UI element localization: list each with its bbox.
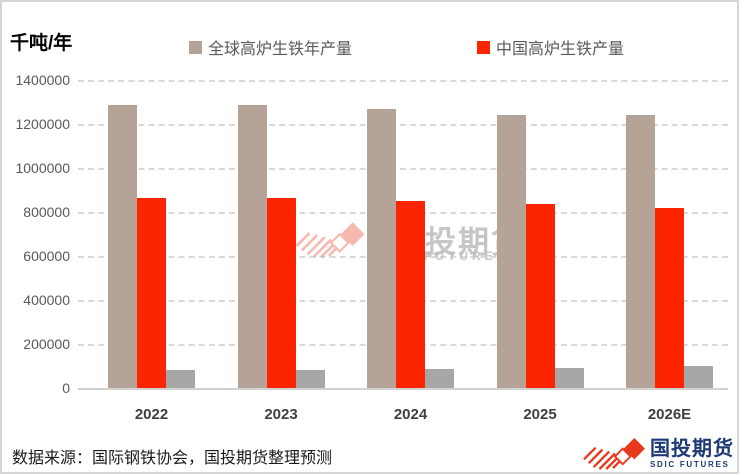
bar-global-2023	[237, 105, 267, 388]
x-tick-label-2024: 2024	[393, 406, 428, 423]
bar-group-2023	[237, 80, 325, 388]
y-tick-label-600000: 600000	[23, 248, 70, 264]
sdic-futures-logo-icon	[583, 438, 645, 470]
legend-label-china: 中国高炉生铁产量	[496, 41, 625, 58]
bar-group-2026E	[626, 80, 713, 388]
bar-china-2024	[396, 201, 425, 388]
gridline-1400000	[78, 80, 728, 82]
x-tick-label-2025: 2025	[523, 406, 557, 423]
bar-gray-2026E	[684, 366, 713, 388]
y-tick-label-200000: 200000	[23, 336, 70, 352]
bar-gray-2023	[295, 370, 325, 388]
y-tick-label-1200000: 1200000	[15, 116, 70, 132]
sdic-futures-logo-text-en: SDIC FUTURES	[650, 460, 730, 469]
sdic-futures-logo: 国投期货 SDIC FUTURES	[583, 435, 734, 472]
bar-group-2022	[108, 80, 195, 388]
bar-global-2025	[496, 115, 526, 388]
bar-china-2025	[525, 204, 555, 388]
y-tick-label-1400000: 1400000	[15, 72, 70, 88]
data-source-note: 数据来源：国际钢铁协会，国投期货整理预测	[12, 450, 333, 467]
bar-global-2024	[367, 109, 396, 388]
y-tick-label-1000000: 1000000	[15, 160, 70, 176]
x-tick-label-2023: 2023	[264, 406, 298, 423]
bar-gray-2024	[425, 369, 454, 388]
y-tick-label-400000: 400000	[23, 292, 70, 308]
legend-item-china: 中国高炉生铁产量	[477, 35, 624, 59]
bar-china-2026E	[655, 208, 684, 388]
bar-global-2026E	[626, 115, 655, 388]
x-tick-label-2022: 2022	[134, 406, 169, 423]
watermark-text-en: FUTURES	[424, 249, 509, 263]
bar-china-2023	[266, 198, 296, 388]
bar-gray-2025	[554, 368, 584, 388]
legend-swatch-china-icon	[477, 40, 490, 54]
legend-item-global: 全球高炉生铁年产量	[189, 35, 352, 59]
y-tick-label-0: 0	[62, 380, 70, 396]
sdic-futures-logo-text-cn: 国投期货	[650, 438, 734, 460]
y-axis-unit-label: 千吨/年	[10, 33, 73, 54]
bar-china-2022	[137, 198, 166, 388]
bar-gray-2022	[166, 370, 195, 388]
gridline-0	[78, 388, 728, 390]
legend-label-global: 全球高炉生铁年产量	[208, 41, 353, 58]
bar-group-2024	[367, 80, 454, 388]
gridline-1200000	[78, 124, 728, 126]
bar-group-2025	[496, 80, 584, 388]
watermark-logo-icon	[295, 222, 365, 258]
y-tick-label-800000: 800000	[23, 204, 70, 220]
gridline-1000000	[78, 168, 728, 170]
legend-swatch-global-icon	[189, 40, 202, 54]
bar-global-2022	[108, 105, 137, 388]
x-tick-label-2026E: 2026E	[647, 406, 692, 423]
